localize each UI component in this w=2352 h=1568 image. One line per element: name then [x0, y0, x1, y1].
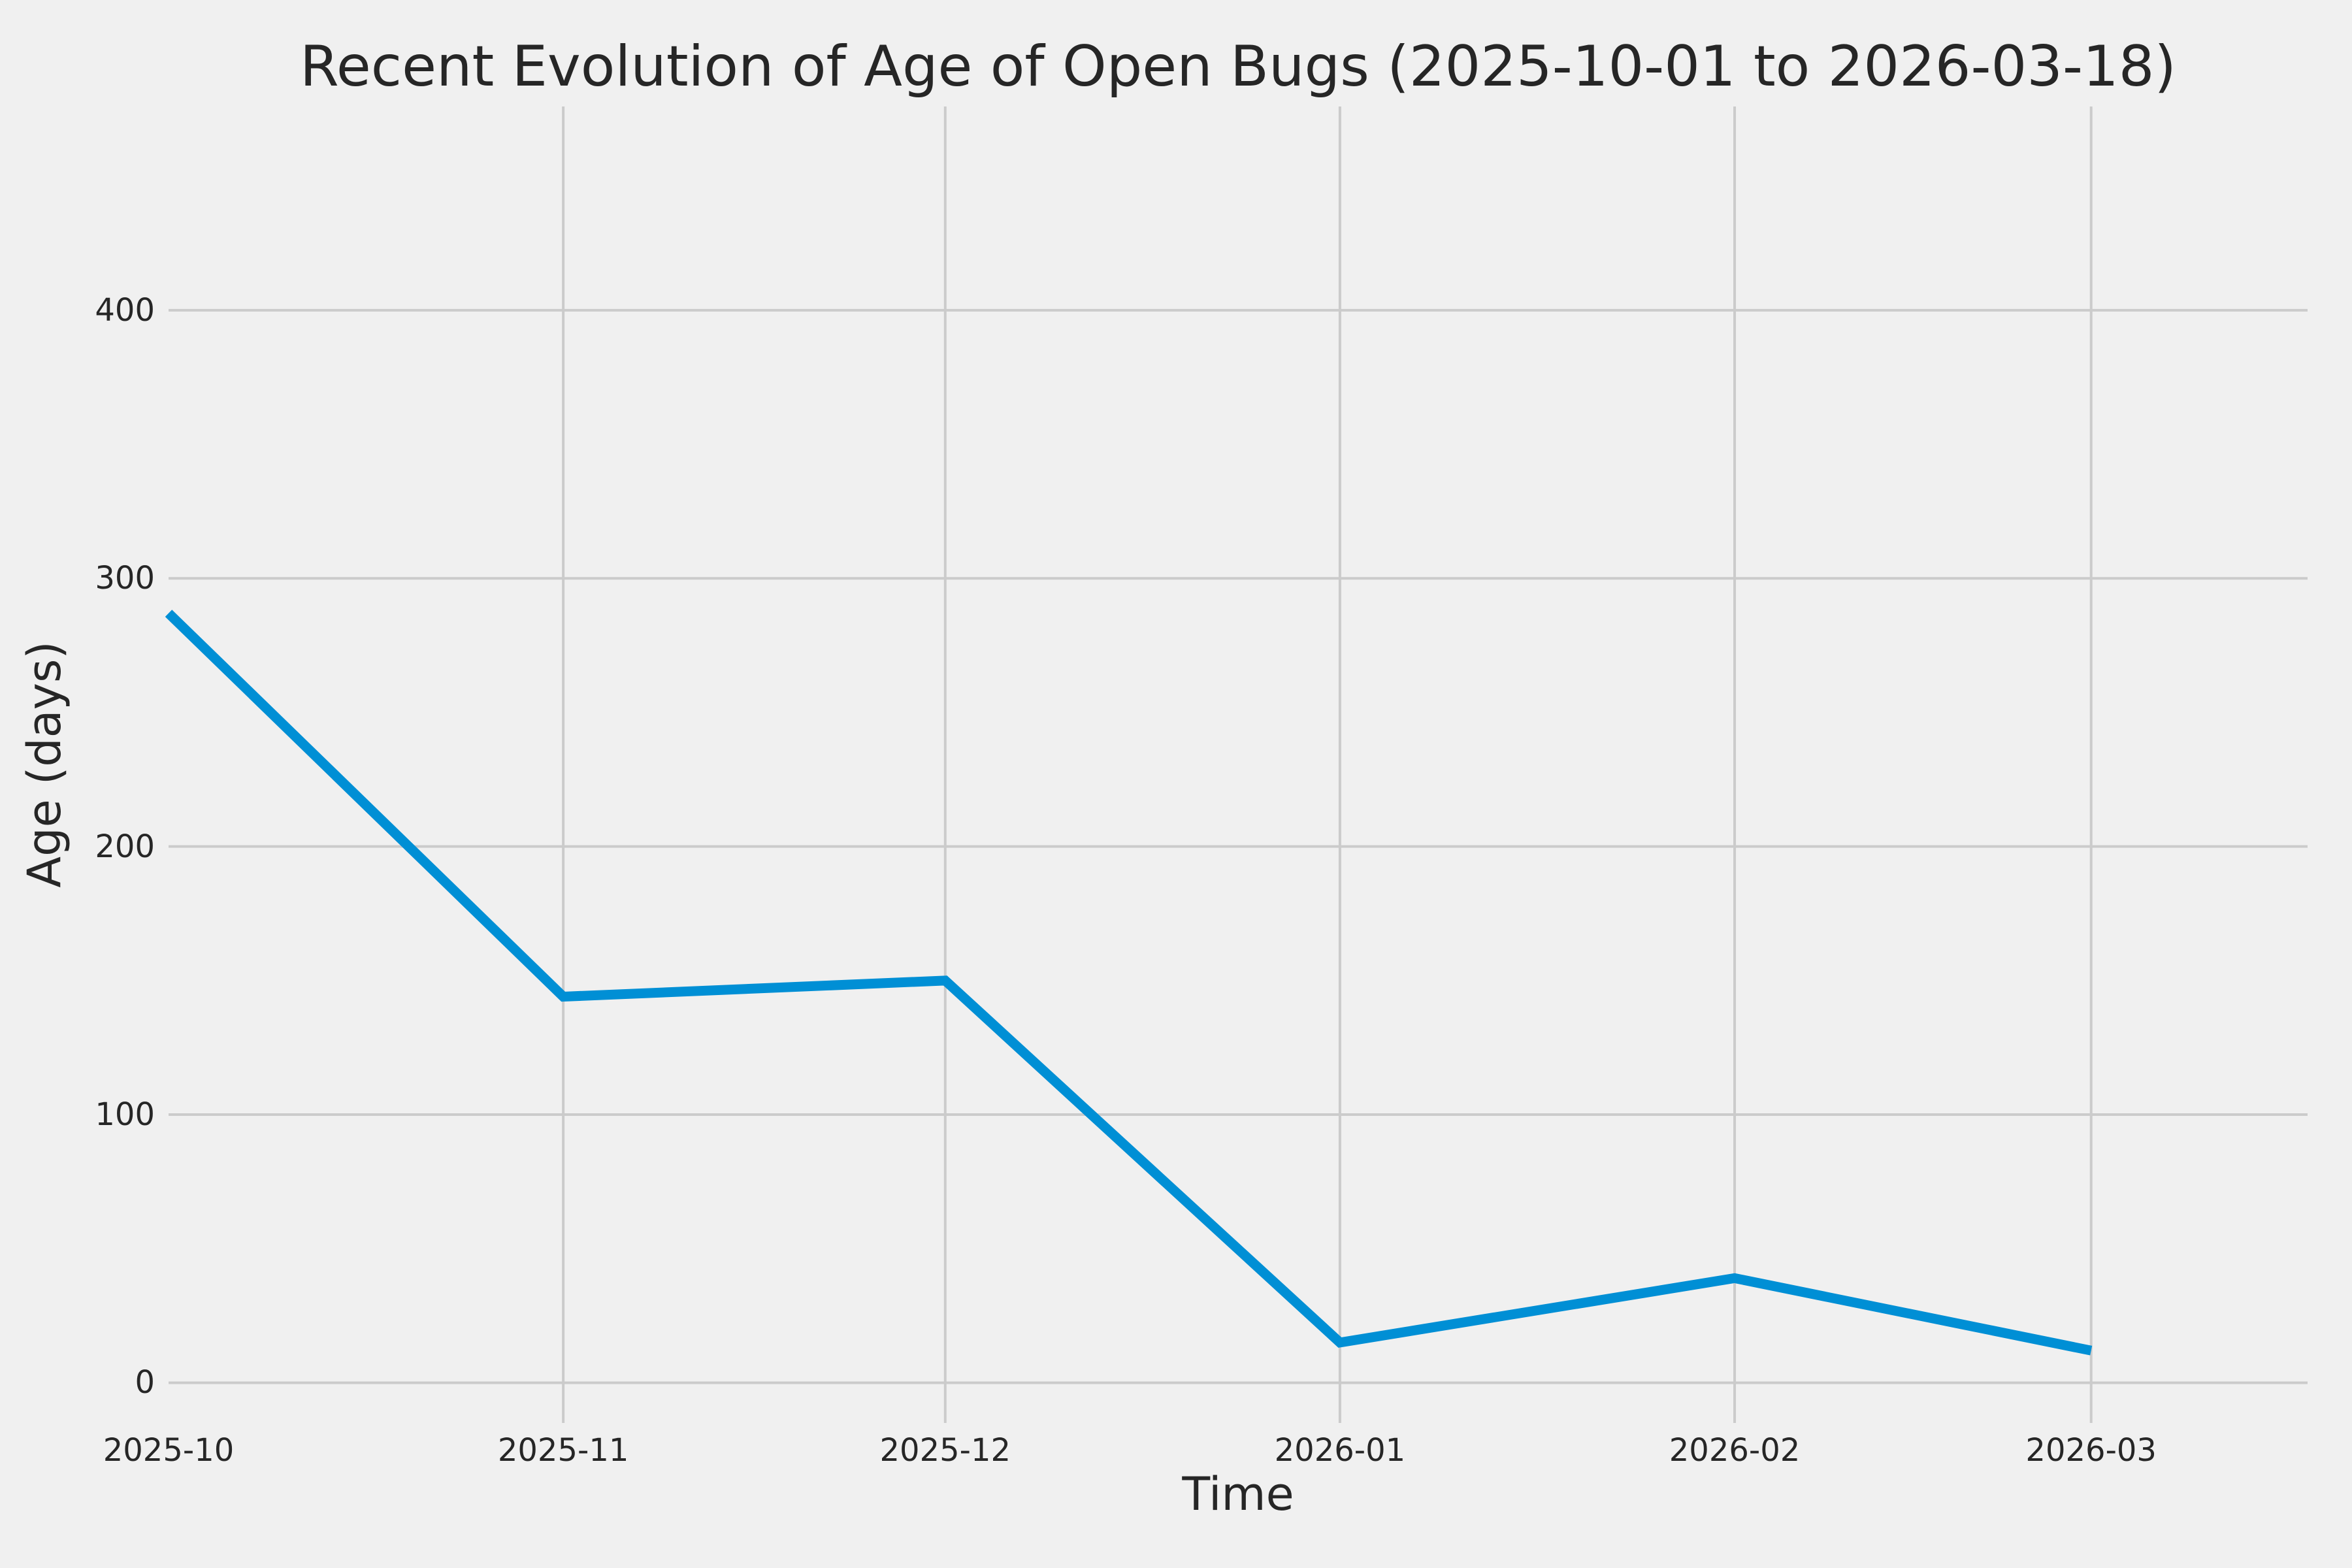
y-tick-label-200: 200 [95, 828, 155, 865]
chart-title: Recent Evolution of Age of Open Bugs (20… [300, 34, 2176, 99]
y-tick-label-0: 0 [135, 1364, 155, 1401]
y-axis-label: Age (days) [18, 641, 71, 888]
y-tick-label-300: 300 [95, 560, 155, 597]
x-tick-label-2025-10: 2025-10 [103, 1432, 235, 1469]
y-tick-label-400: 400 [95, 291, 155, 329]
age-of-open-bugs-line [165, 610, 2093, 1356]
x-tick-label-2026-03: 2026-03 [2025, 1432, 2157, 1469]
x-tick-label-2026-01: 2026-01 [1274, 1432, 1406, 1469]
y-tick-label-100: 100 [95, 1096, 155, 1134]
data-line-layer [165, 610, 2093, 1356]
x-tick-label-2026-02: 2026-02 [1669, 1432, 1801, 1469]
gridlines [169, 106, 2308, 1423]
x-axis-label: Time [1182, 1467, 1294, 1521]
x-tick-label-2025-12: 2025-12 [879, 1432, 1011, 1469]
x-tick-label-2025-11: 2025-11 [497, 1432, 629, 1469]
